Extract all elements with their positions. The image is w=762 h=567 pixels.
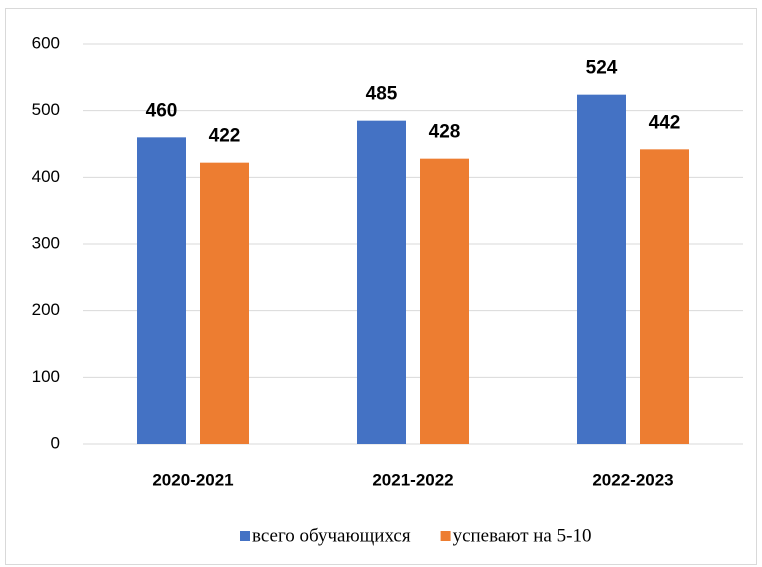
y-tick-label: 200: [32, 300, 60, 319]
y-tick-label: 500: [32, 100, 60, 119]
bar: [577, 94, 626, 445]
x-tick-label: 2022-2023: [592, 470, 673, 489]
bar: [137, 137, 186, 445]
x-tick-label: 2021-2022: [372, 470, 453, 489]
y-tick-label: 100: [32, 367, 60, 386]
legend-label: всего обучающихся: [252, 525, 411, 546]
bar: [640, 149, 689, 445]
data-label: 460: [146, 100, 178, 121]
legend-swatch: [440, 531, 451, 541]
x-tick-label: 2020-2021: [152, 470, 233, 489]
bar: [200, 162, 249, 444]
data-label: 524: [586, 58, 618, 79]
y-tick-label: 600: [32, 33, 60, 52]
y-tick-label: 300: [32, 233, 60, 252]
data-label: 422: [209, 126, 241, 147]
data-label: 485: [366, 84, 398, 105]
bar: [420, 158, 469, 444]
y-tick-label: 0: [51, 433, 60, 452]
y-tick-label: 400: [32, 167, 60, 186]
data-label: 442: [649, 112, 681, 133]
data-label: 428: [429, 122, 461, 143]
legend-swatch: [240, 531, 250, 541]
bar: [357, 120, 406, 445]
legend-label: успевают на 5-10: [453, 525, 592, 546]
